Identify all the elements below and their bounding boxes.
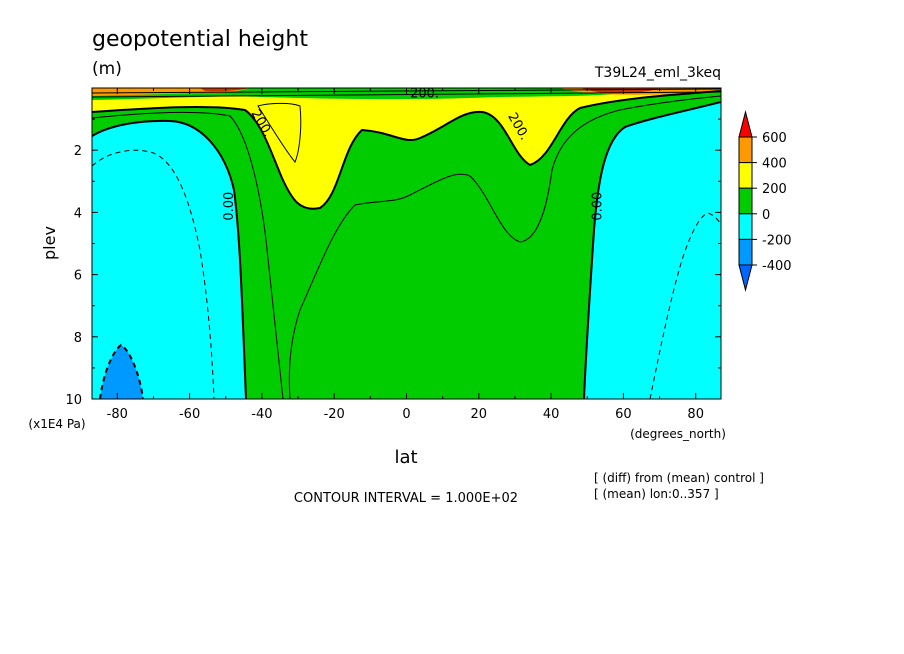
y-axis-label: plev — [40, 226, 59, 260]
y-tick-label: 4 — [74, 206, 82, 221]
fill-neg-right — [584, 102, 721, 399]
colorbar-box — [738, 187, 753, 215]
x-tick-label: -40 — [251, 407, 272, 422]
x-tick-label: -80 — [107, 407, 128, 422]
y-tick-label: 10 — [65, 393, 82, 408]
x-axis-label: lat — [394, 447, 417, 468]
contour-300-pocket — [257, 102, 302, 163]
contour-neg100-right — [649, 212, 721, 399]
contour-neg100-left — [92, 149, 215, 399]
y-tick-label: 8 — [74, 331, 82, 346]
contour-neg200 — [99, 343, 144, 399]
x-tick-label: 60 — [615, 407, 632, 422]
colorbar-label: 200 — [762, 182, 787, 197]
colorbar-top-arrow — [738, 110, 753, 138]
x-tick-label: -60 — [179, 407, 200, 422]
colorbar-box — [738, 238, 753, 266]
contour-label: 0.00 — [222, 192, 237, 221]
contour-zero-left — [92, 119, 247, 399]
plot-area: 200.200. 200.0.00 0.00 — [92, 86, 721, 399]
colorbar-box — [738, 136, 753, 164]
x-axis-units: (degrees_north) — [630, 427, 726, 441]
x-tick-label: 40 — [543, 407, 560, 422]
axes: -80 -60 -40 -20 0 20 40 60 80 2 4 6 8 10 — [65, 88, 721, 422]
fill-below-neg200 — [100, 345, 143, 399]
colorbar-bottom-arrow — [738, 264, 753, 292]
note-diff: [ (diff) from (mean) control ] — [594, 471, 764, 485]
colorbar-label: 0 — [762, 208, 770, 223]
chart-units: (m) — [92, 59, 122, 79]
colorbar-label: 400 — [762, 157, 787, 172]
contour-zero-right — [583, 101, 721, 399]
x-tick-label: 20 — [471, 407, 488, 422]
colorbar-label: -400 — [762, 259, 792, 274]
colorbar-box — [738, 213, 753, 240]
run-label: T39L24_eml_3keq — [594, 65, 721, 81]
fill-above-600-left — [200, 88, 250, 92]
contour-interval: CONTOUR INTERVAL = 1.000E+02 — [294, 491, 518, 506]
y-tick-label: 2 — [74, 144, 82, 159]
contour-100-left — [92, 111, 284, 399]
chart-title: geopotential height — [92, 27, 308, 52]
fill-neg-left — [92, 120, 246, 399]
colorbar-box — [738, 162, 753, 189]
y-axis-units: (x1E4 Pa) — [28, 417, 85, 431]
fill-200-to-400 — [92, 88, 721, 209]
x-tick-label: 0 — [402, 407, 410, 422]
colorbar-label: 600 — [762, 131, 787, 146]
x-tick-label: -20 — [324, 407, 345, 422]
y-tick-label: 6 — [74, 269, 82, 284]
colorbar-label: -200 — [762, 233, 792, 248]
x-tick-label: 80 — [687, 407, 704, 422]
contour-label: 0.00 — [591, 192, 606, 221]
note-mean: [ (mean) lon:0..357 ] — [594, 487, 719, 501]
contour-label: 200. — [410, 86, 439, 101]
colorbar: 600 400 200 0 -200 -400 — [738, 110, 792, 292]
contour-200 — [92, 90, 721, 210]
contour-100-mid — [288, 95, 721, 399]
